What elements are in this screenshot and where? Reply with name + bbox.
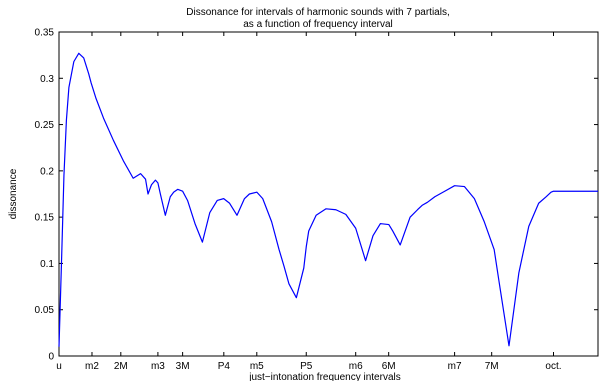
y-tick-label: 0.1 xyxy=(40,259,54,270)
x-tick-label: u xyxy=(56,361,62,372)
dissonance-curve xyxy=(58,52,598,347)
x-tick-label: m2 xyxy=(85,361,99,372)
y-tick-label: 0.2 xyxy=(40,166,54,177)
y-tick-label: 0.3 xyxy=(40,74,54,85)
chart-subtitle: as a function of frequency interval xyxy=(243,19,393,30)
y-tick-label: 0.35 xyxy=(35,28,55,39)
x-tick-label: 7M xyxy=(485,361,499,372)
y-tick-label: 0.15 xyxy=(35,213,55,224)
x-tick-label: m3 xyxy=(151,361,165,372)
x-tick-label: 2M xyxy=(114,361,128,372)
x-tick-label: m6 xyxy=(349,361,363,372)
y-tick-label: 0.25 xyxy=(35,120,55,131)
y-axis-label: dissonance xyxy=(8,168,19,219)
x-tick-label: P4 xyxy=(218,361,231,372)
x-tick-label: oct. xyxy=(545,361,561,372)
x-tick-label: m7 xyxy=(448,361,462,372)
plot-area xyxy=(58,31,599,357)
x-tick-label: m5 xyxy=(250,361,264,372)
x-tick-label: 3M xyxy=(176,361,190,372)
x-axis-label: just−intonation frequency intervals xyxy=(248,372,400,381)
chart-title: Dissonance for intervals of harmonic sou… xyxy=(186,7,449,18)
x-tick-label: 6M xyxy=(382,361,396,372)
x-axis-ticks: u m2 2M m3 3M P4 m5 P5 m6 6M m7 7M oct. xyxy=(56,32,562,372)
x-tick-label: P5 xyxy=(300,361,313,372)
y-tick-label: 0.05 xyxy=(35,305,55,316)
y-axis-ticks: 0 0.05 0.1 0.15 0.2 0.25 0.3 0.35 xyxy=(35,28,598,363)
y-tick-label: 0 xyxy=(48,352,54,363)
series-layer xyxy=(58,52,598,347)
